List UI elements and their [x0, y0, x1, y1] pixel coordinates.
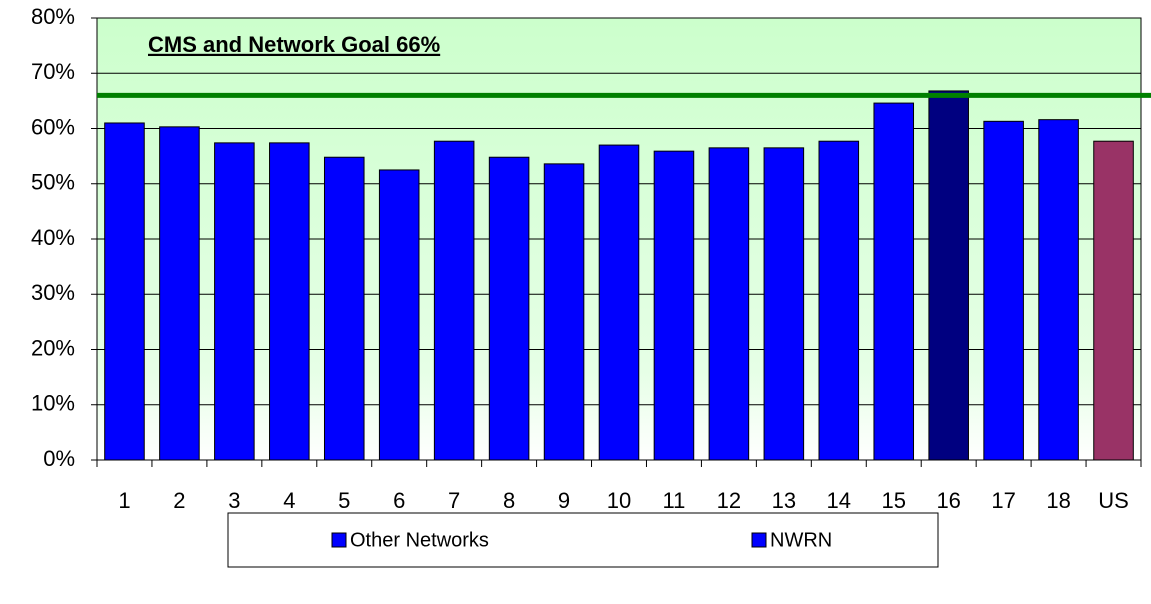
x-tick-label: 18 — [1046, 488, 1070, 513]
y-tick-label: 80% — [31, 4, 75, 29]
x-tick-label: 15 — [881, 488, 905, 513]
bar — [378, 169, 420, 461]
x-tick-label: 5 — [338, 488, 350, 513]
bar — [983, 120, 1024, 461]
y-tick-label: 10% — [31, 391, 75, 416]
x-tick-label: 6 — [393, 488, 405, 513]
x-tick-label: 3 — [228, 488, 240, 513]
y-tick-label: 60% — [31, 114, 75, 139]
legend-swatch — [751, 532, 767, 548]
y-tick-label: 50% — [31, 170, 75, 195]
x-tick-label: 8 — [503, 488, 515, 513]
legend-swatch — [331, 532, 347, 548]
goal-annotation: CMS and Network Goal 66% — [148, 32, 440, 57]
x-tick-label: 17 — [991, 488, 1015, 513]
y-tick-label: 70% — [31, 59, 75, 84]
bar — [104, 122, 145, 461]
legend-label: Other Networks — [350, 529, 489, 551]
bar — [653, 150, 695, 461]
bar — [763, 147, 805, 461]
bar — [159, 126, 200, 461]
x-tick-label: US — [1098, 488, 1129, 513]
bar — [873, 102, 915, 461]
bar — [543, 163, 585, 461]
bar — [928, 90, 969, 461]
bar — [214, 142, 255, 461]
bar — [1038, 119, 1079, 461]
y-tick-label: 30% — [31, 280, 75, 305]
x-tick-label: 7 — [448, 488, 460, 513]
bar — [323, 156, 365, 461]
bar — [708, 147, 750, 461]
x-tick-label: 10 — [607, 488, 631, 513]
y-tick-label: 20% — [31, 335, 75, 360]
y-tick-label: 0% — [43, 446, 75, 471]
bar — [433, 140, 475, 461]
x-tick-label: 12 — [717, 488, 741, 513]
bar — [269, 142, 310, 461]
legend-label: NWRN — [770, 529, 832, 551]
bar — [488, 156, 530, 461]
plot-border — [96, 17, 1142, 461]
x-tick-label: 1 — [118, 488, 130, 513]
x-tick-label: 11 — [663, 488, 686, 513]
bar — [818, 140, 860, 461]
x-tick-label: 4 — [283, 488, 295, 513]
x-tick-label: 2 — [173, 488, 185, 513]
y-tick-label: 40% — [31, 225, 75, 250]
bar — [598, 144, 640, 461]
x-tick-label: 9 — [558, 488, 570, 513]
x-tick-label: 13 — [772, 488, 796, 513]
x-tick-label: 14 — [827, 488, 851, 513]
x-tick-label: 16 — [936, 488, 960, 513]
bar — [1093, 140, 1134, 461]
